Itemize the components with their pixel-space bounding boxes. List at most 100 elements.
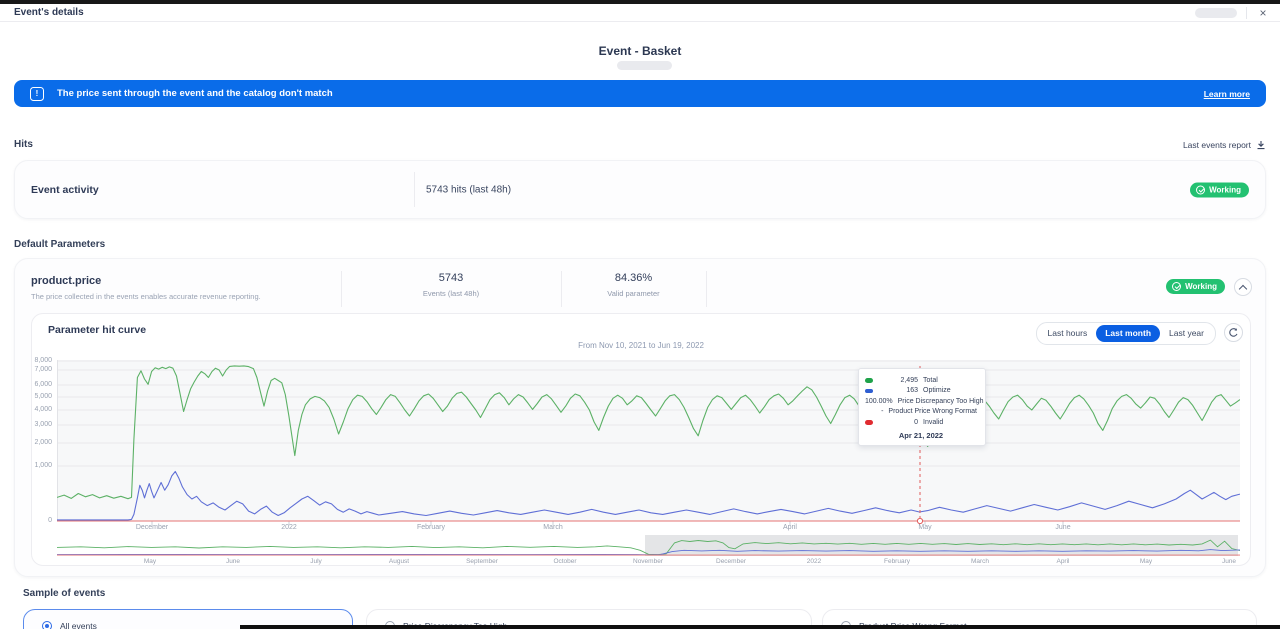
minimap-series-optimize — [57, 549, 1240, 556]
tooltip-value: 2,495 — [900, 376, 918, 384]
tooltip-label: Price Discrepancy Too High — [897, 397, 984, 405]
learn-more-link[interactable]: Learn more — [1203, 88, 1250, 99]
parameter-hit-chart[interactable] — [57, 356, 1240, 526]
y-axis-tick-label: 7,000 — [34, 366, 52, 373]
tooltip-label: Invalid — [923, 418, 944, 426]
tooltip-date: Apr 21, 2022 — [898, 430, 944, 440]
page-title: Event - Basket — [598, 44, 682, 58]
tooltip-label: Total — [923, 376, 938, 384]
tooltip-label: Optimize — [923, 387, 951, 395]
collapse-button[interactable] — [1234, 278, 1252, 296]
minimap-tick-label: October — [553, 558, 577, 565]
sample-option-label: All events — [60, 621, 97, 629]
crosshair-marker — [916, 517, 924, 525]
report-link-label: Last events report — [1182, 139, 1251, 150]
refresh-button[interactable] — [1224, 323, 1243, 342]
parameter-description: The price collected in the events enable… — [31, 292, 261, 301]
tooltip-row: 100.00% Price Discrepancy Too High — [865, 396, 984, 407]
drawer-header-actions: × — [1195, 5, 1270, 20]
parameter-stat: 5743 Events (last 48h) — [341, 272, 561, 298]
tooltip-value: 0 — [914, 418, 918, 426]
check-circle-icon — [1196, 185, 1206, 194]
x-axis-tick-label: December — [135, 524, 169, 531]
toggle-last-year[interactable]: Last year — [1169, 328, 1204, 338]
minimap-tick-label: June — [1221, 558, 1237, 565]
download-icon — [1257, 140, 1265, 149]
hits-section-label: Hits — [14, 139, 33, 150]
y-axis-tick-label: 8,000 — [34, 357, 52, 364]
tooltip-row: - Product Price Wrong Format — [865, 407, 977, 418]
stat-value: 5743 — [438, 272, 464, 284]
minimap-tick-label: February — [883, 558, 910, 565]
chevron-up-icon — [1238, 284, 1248, 293]
tooltip-value: 100.00% — [865, 397, 893, 405]
event-activity-label: Event activity — [31, 183, 99, 196]
series-dot-icon — [865, 420, 876, 425]
y-axis-tick-label: 5,000 — [34, 393, 52, 400]
x-axis-tick-label: June — [1055, 524, 1071, 531]
x-axis-tick-label: February — [416, 524, 445, 531]
status-badge-label: Working — [1209, 185, 1241, 194]
minimap-tick-label: May — [143, 558, 157, 565]
series-line-total — [57, 365, 1240, 500]
tooltip-row: 0 Invalid — [865, 417, 977, 428]
y-axis-tick-label: 3,000 — [34, 421, 52, 428]
close-icon[interactable]: × — [1259, 5, 1267, 20]
toggle-last-month[interactable]: Last month — [1096, 325, 1161, 342]
sample-option-card[interactable]: All events — [23, 609, 353, 629]
y-axis-tick-label: 2,000 — [34, 439, 52, 446]
taskbar-strip — [240, 625, 1280, 629]
minimap-tick-label: July — [310, 558, 322, 565]
stat-divider — [706, 271, 707, 307]
minimap-tick-label: March — [970, 558, 990, 565]
header-skeleton — [1195, 7, 1237, 18]
plot-background — [57, 360, 1240, 521]
check-circle-icon — [1172, 282, 1182, 291]
header-divider — [1246, 6, 1247, 19]
minimap-tick-label: September — [466, 558, 498, 565]
toggle-last-hours[interactable]: Last hours — [1047, 328, 1088, 338]
parameter-stat: 84.36% Valid parameter — [561, 272, 706, 298]
x-axis-tick-label: March — [543, 524, 563, 531]
refresh-icon — [1229, 328, 1238, 337]
alert-banner: ! The price sent through the event and t… — [14, 80, 1266, 107]
series-dot-icon — [865, 388, 876, 393]
minimap-brush[interactable] — [645, 535, 1238, 556]
x-axis-tick-label: May — [918, 524, 932, 531]
hits-card: Event activity 5743 hits (last 48h) Work… — [14, 160, 1266, 219]
hits-card-divider — [414, 172, 415, 207]
chart-date-range: From Nov 10, 2021 to Jun 19, 2022 — [578, 341, 704, 350]
tooltip-row: 2,495 Total — [865, 375, 977, 386]
tooltip-label: Product Price Wrong Format — [888, 408, 977, 416]
drawer-title: Event's details — [14, 7, 84, 18]
minimap-tick-label: June — [225, 558, 241, 565]
title-skeleton — [617, 61, 672, 70]
minimap-tick-label: August — [388, 558, 410, 565]
minimap-tick-label: November — [633, 558, 663, 565]
event-activity-value: 5743 hits (last 48h) — [426, 184, 512, 195]
alert-icon: ! — [30, 86, 44, 101]
minimap-tick-label: April — [1056, 558, 1070, 565]
chart-tooltip: 2,495 Total 163 Optimize 100.00% Price Discre… — [858, 368, 986, 446]
series-line-optimize — [57, 470, 1240, 521]
status-badge: Working — [1166, 279, 1225, 294]
stat-value: 84.36% — [614, 272, 653, 284]
x-axis-tick-label: 2022 — [281, 524, 297, 531]
status-badge: Working — [1190, 182, 1249, 197]
status-badge-label: Working — [1185, 282, 1217, 291]
chart-title: Parameter hit curve — [48, 324, 147, 336]
parameter-name: product.price — [31, 275, 102, 287]
sample-of-events-label: Sample of events — [23, 588, 106, 599]
hits-section-header: Hits Last events report — [14, 139, 1266, 150]
tooltip-row: 163 Optimize — [865, 386, 977, 397]
minimap-tick-label: May — [1139, 558, 1153, 565]
y-axis-tick-label: 6,000 — [34, 381, 52, 388]
stat-label: Events (last 48h) — [422, 289, 480, 298]
radio-icon[interactable] — [42, 621, 52, 629]
drawer-header: Event's details × — [0, 4, 1280, 22]
tooltip-value: - — [881, 408, 884, 416]
minimap-chart[interactable] — [57, 535, 1240, 557]
stat-divider — [561, 271, 562, 307]
default-parameters-label: Default Parameters — [14, 239, 106, 250]
last-events-report-link[interactable]: Last events report — [1183, 140, 1266, 150]
